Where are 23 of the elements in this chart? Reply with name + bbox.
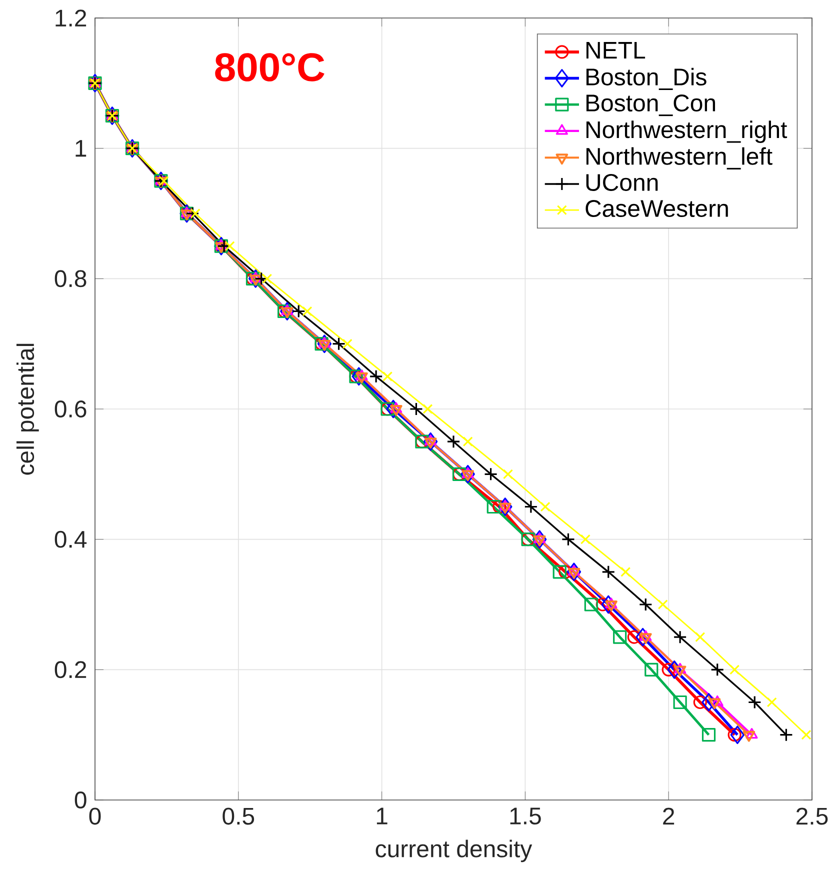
- x-tick-label: 2: [663, 808, 674, 824]
- y-tick-label: 0: [74, 792, 86, 808]
- legend-label: CaseWestern: [586, 200, 728, 218]
- legend-label: Boston_Dis: [586, 68, 706, 90]
- y-tick-label: 0.6: [54, 400, 86, 418]
- x-tick-label: 0: [89, 808, 101, 825]
- legend-label: Boston_Con: [586, 94, 716, 116]
- x-tick-label: 0.5: [222, 808, 254, 825]
- y-tick-label: 0.4: [54, 530, 87, 548]
- x-tick-label: 1.5: [510, 808, 541, 824]
- x-tick-label: 1: [376, 808, 388, 824]
- y-tick-label: 1: [76, 140, 86, 157]
- legend-label: Northwestern_right: [586, 120, 788, 143]
- legend-label: Northwestern_left: [586, 147, 772, 170]
- legend-label: UConn: [586, 174, 658, 191]
- y-tick-label: 0.8: [54, 270, 86, 288]
- y-tick-label: 1.2: [56, 10, 86, 26]
- x-tick-label: 2.5: [796, 808, 828, 825]
- y-axis-title: cell potential: [16, 344, 39, 475]
- x-axis-title: current density: [376, 840, 532, 862]
- y-tick-label: 0.2: [54, 661, 86, 678]
- legend-label: NETL: [586, 42, 646, 59]
- annotation: 800°C: [215, 53, 324, 82]
